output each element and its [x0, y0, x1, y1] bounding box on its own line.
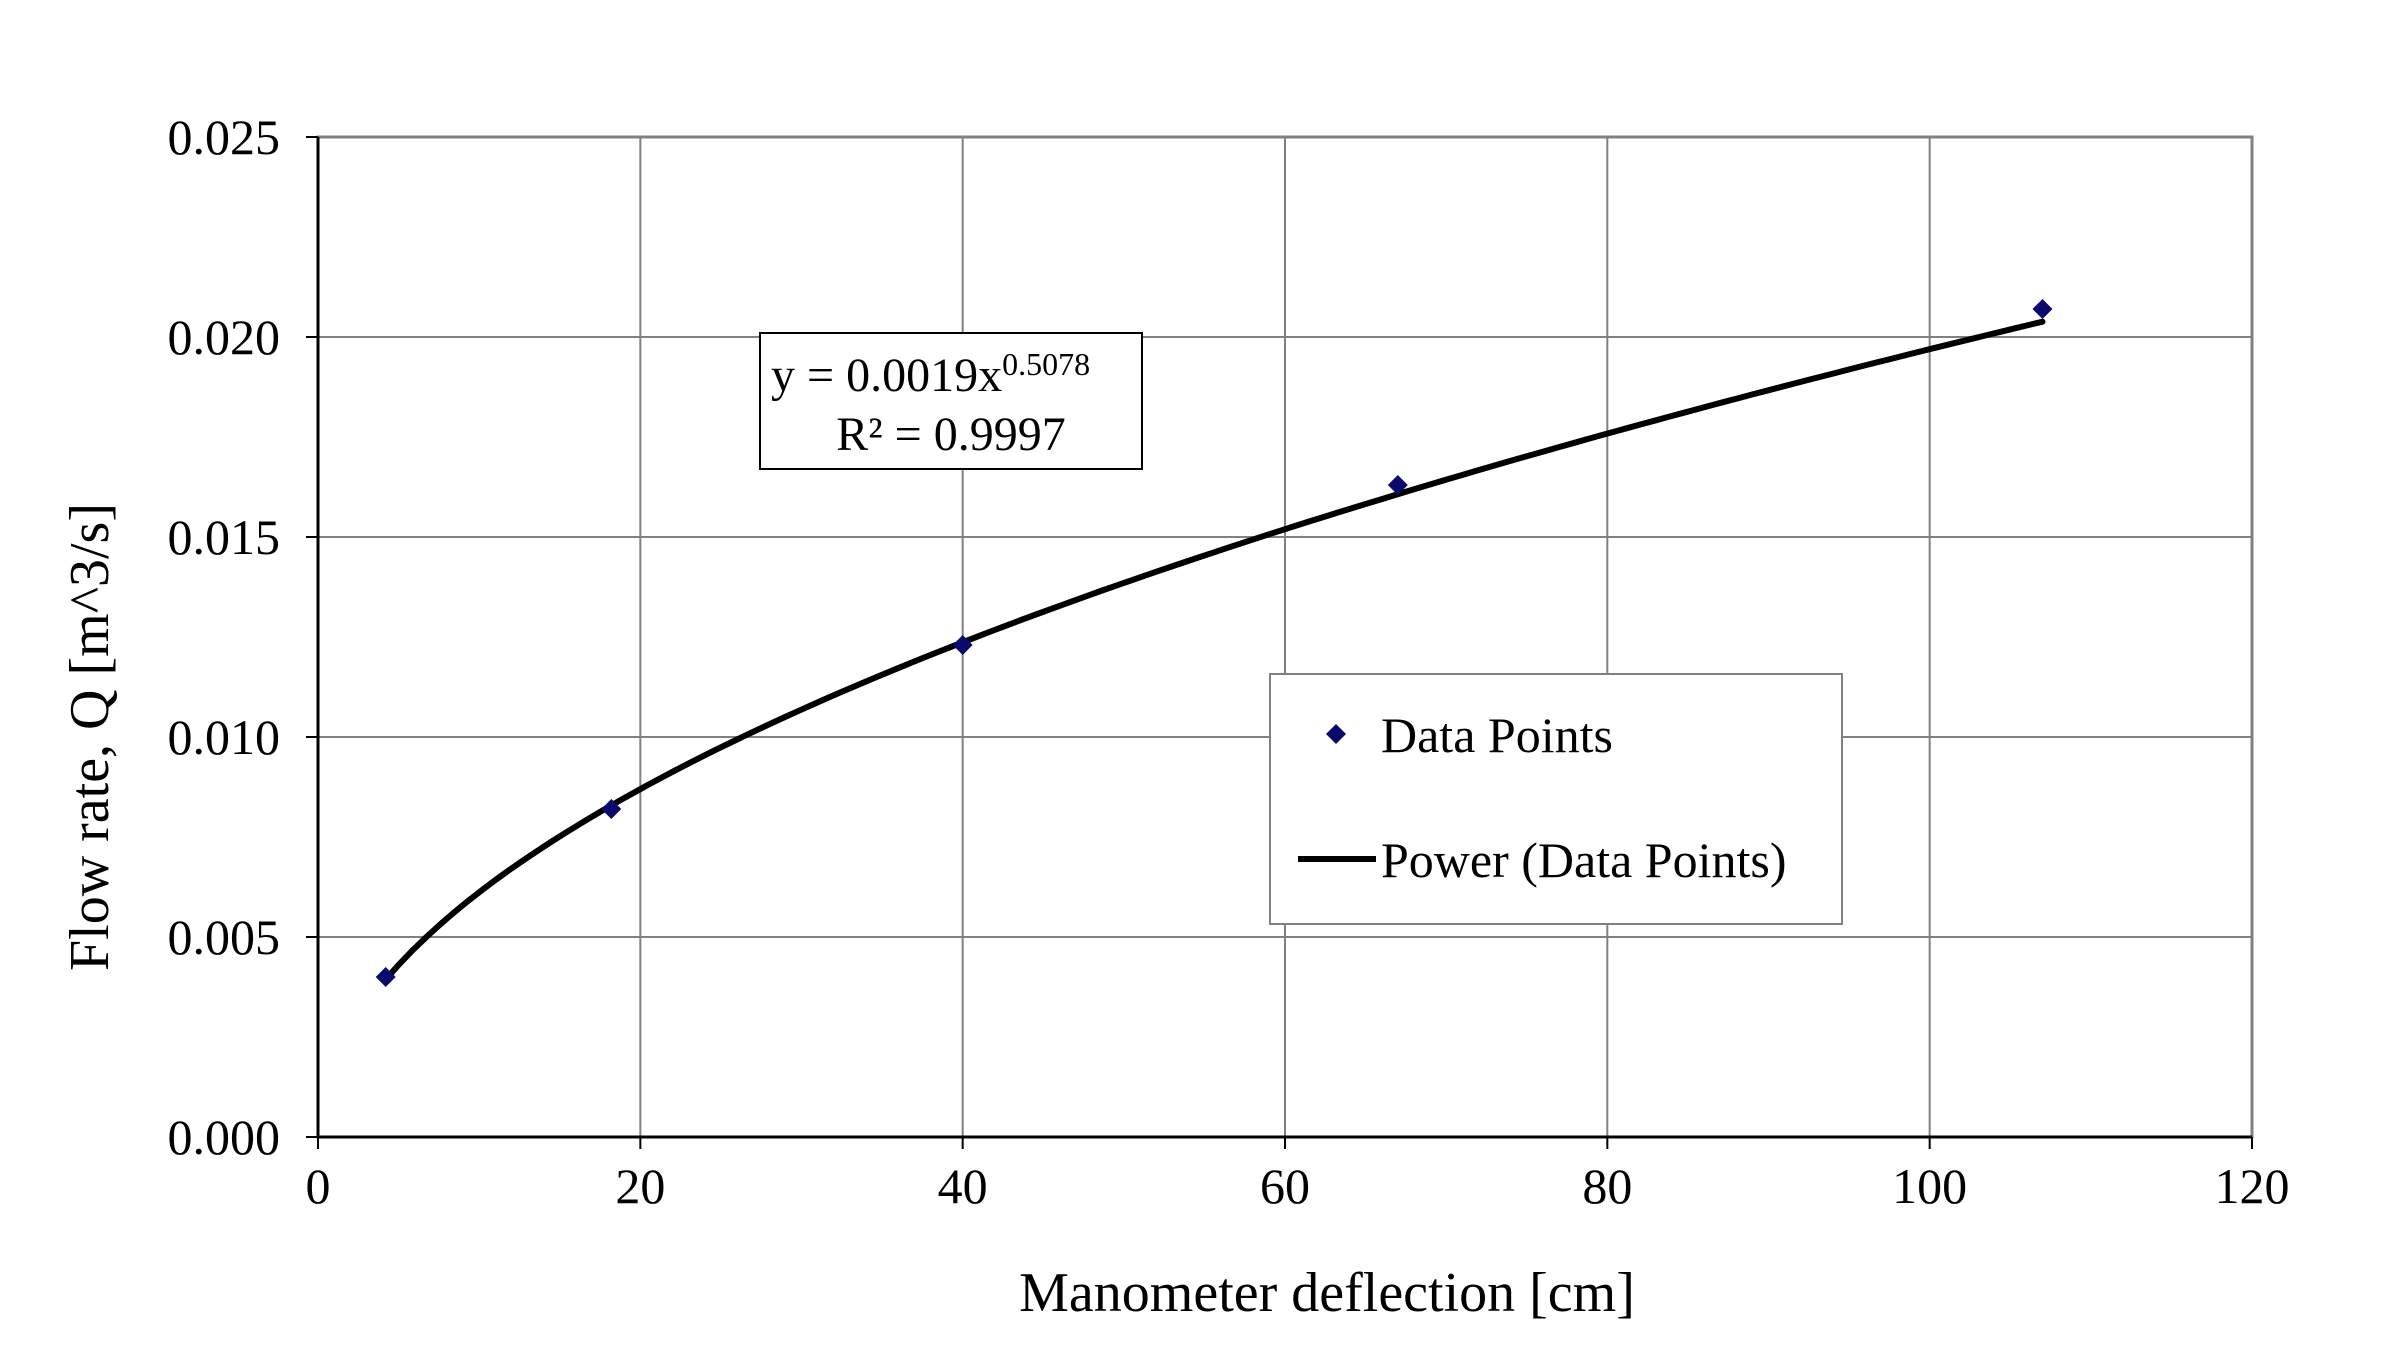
y-tick-label: 0.025: [168, 109, 281, 165]
data-point: [1387, 475, 1408, 495]
trendline-equation-box: y = 0.0019x0.5078 R² = 0.9997: [759, 332, 1143, 470]
power-trendline: [382, 318, 2046, 983]
legend-label-data-points: Data Points: [1381, 707, 1613, 763]
equation-main: y = 0.0019x: [771, 349, 1002, 402]
legend-label-power: Power (Data Points): [1381, 832, 1787, 888]
x-axis-title: Manometer deflection [cm]: [1019, 1262, 1635, 1324]
y-tick-label: 0.000: [168, 1109, 281, 1165]
x-tick-label: 80: [1582, 1158, 1632, 1214]
x-tick-label: 20: [615, 1158, 665, 1214]
y-axis-title: Flow rate, Q [m^3/s]: [59, 503, 121, 971]
data-point: [2032, 299, 2053, 319]
y-tick-label: 0.020: [168, 309, 281, 365]
x-tick-label: 60: [1260, 1158, 1310, 1214]
y-tick-label: 0.010: [168, 709, 281, 765]
data-point: [952, 635, 973, 655]
legend-diamond-marker: [1326, 724, 1346, 744]
equation-exponent: 0.5078: [1002, 346, 1090, 382]
data-point: [601, 799, 622, 819]
x-tick-label: 100: [1892, 1158, 1967, 1214]
x-tick-label: 120: [2215, 1158, 2290, 1214]
x-axis-tick-labels: 0 20 40 60 80 100 120: [306, 1158, 2290, 1214]
data-points: [375, 299, 2053, 987]
r-squared-text: R² = 0.9997: [836, 408, 1065, 461]
legend-box: [1269, 673, 1843, 925]
y-axis-tick-labels: 0.000 0.005 0.010 0.015 0.020 0.025: [168, 109, 281, 1165]
equation-text: y = 0.0019x0.5078: [771, 346, 1090, 402]
y-tick-label: 0.015: [168, 509, 281, 565]
x-tick-label: 0: [306, 1158, 331, 1214]
equation-box-border: [759, 332, 1143, 470]
y-tick-label: 0.005: [168, 909, 281, 965]
legend: Data Points Power (Data Points): [1269, 673, 1843, 925]
x-tick-label: 40: [938, 1158, 988, 1214]
data-point: [375, 967, 396, 987]
axes: [306, 136, 2253, 1149]
